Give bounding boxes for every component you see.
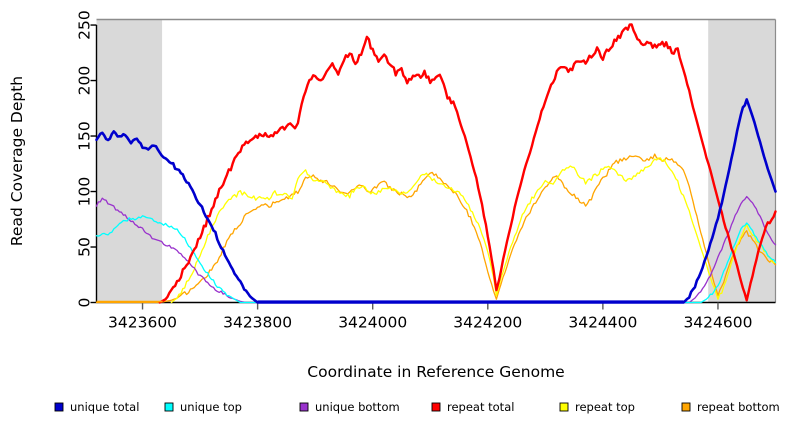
- x-axis-tick-label: 3424000: [338, 314, 407, 332]
- x-axis-tick-label: 3423800: [223, 314, 292, 332]
- legend-swatch-unique-total: [54, 402, 64, 412]
- series-line-repeat-top: [170, 157, 777, 304]
- legend-label: unique top: [180, 400, 242, 414]
- x-axis-tick-label: 3423600: [108, 314, 177, 332]
- legend-item[interactable]: repeat bottom: [681, 400, 780, 414]
- legend-swatch-repeat-top: [559, 402, 569, 412]
- legend-swatch-unique-bottom: [299, 402, 309, 412]
- legend-item[interactable]: repeat top: [559, 400, 635, 414]
- series-line-unique-bottom: [95, 195, 777, 304]
- legend-label: unique bottom: [315, 400, 400, 414]
- x-axis-tick-label: 3424200: [453, 314, 522, 332]
- legend-item[interactable]: unique top: [164, 400, 242, 414]
- series-line-repeat-total: [158, 23, 777, 304]
- y-axis-tick-label: 50: [76, 237, 94, 257]
- x-axis-title: Coordinate in Reference Genome: [307, 363, 564, 381]
- legend-label: repeat total: [447, 400, 514, 414]
- y-axis-tick-label: 200: [76, 66, 94, 96]
- y-axis-tick-label: 250: [76, 10, 94, 40]
- series-line-unique-total: [95, 98, 777, 304]
- x-axis-tick-label: 3424600: [683, 314, 752, 332]
- legend-swatch-unique-top: [164, 402, 174, 412]
- legend-label: unique total: [70, 400, 139, 414]
- legend-item[interactable]: unique bottom: [299, 400, 400, 414]
- left-flank-shading: [96, 19, 163, 303]
- legend-swatch-repeat-bottom: [681, 402, 691, 412]
- y-axis-tick-label: 100: [76, 177, 94, 207]
- x-axis-tick-label: 3424400: [568, 314, 637, 332]
- y-axis-tick-label: 0: [76, 298, 94, 308]
- y-axis-title: Read Coverage Depth: [8, 76, 26, 246]
- legend-item[interactable]: unique total: [54, 400, 139, 414]
- y-axis-tick-label: 150: [76, 121, 94, 151]
- legend-label: repeat top: [575, 400, 635, 414]
- legend-label: repeat bottom: [697, 400, 780, 414]
- series-line-repeat-bottom: [95, 153, 777, 304]
- legend-swatch-repeat-total: [431, 402, 441, 412]
- legend-item[interactable]: repeat total: [431, 400, 514, 414]
